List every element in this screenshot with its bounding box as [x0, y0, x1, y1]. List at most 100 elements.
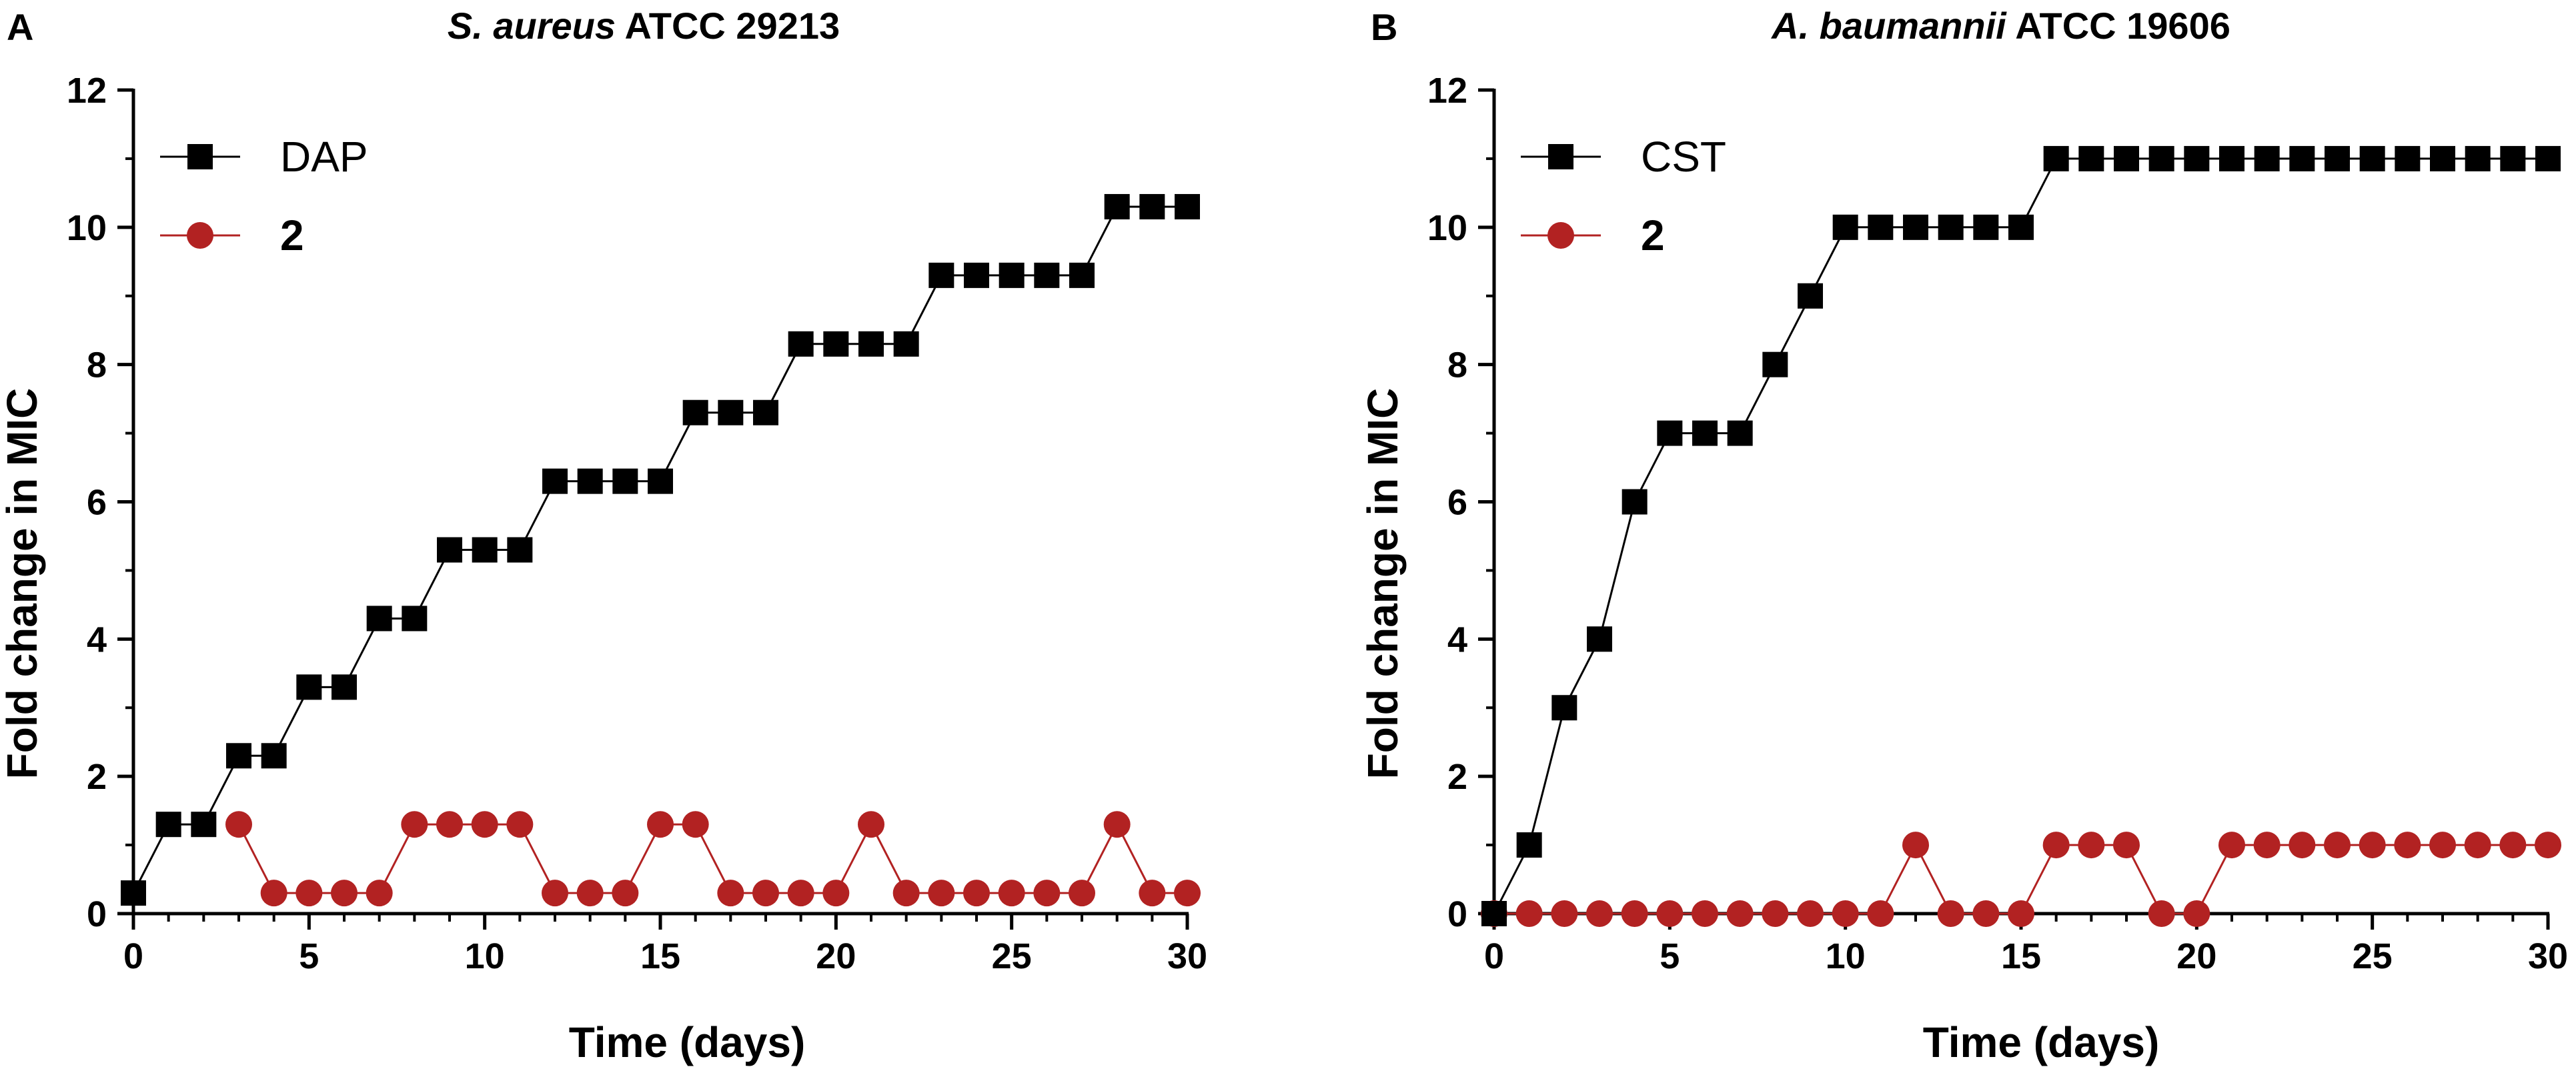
legend-label: CST: [1641, 133, 1726, 181]
data-point-square-7: [1727, 420, 1753, 446]
data-point-square: [187, 144, 213, 169]
chart-title: A. baumannii ATCC 19606: [1770, 5, 2230, 47]
data-point-circle-14: [1972, 900, 2000, 927]
data-point-circle-11: [1867, 900, 1894, 927]
x-tick-label: 0: [123, 936, 143, 976]
data-point-square-9: [1798, 283, 1823, 309]
panel-b: B A. baumannii ATCC 19606 Time (days) Fo…: [1359, 5, 2568, 1066]
x-tick-label: 30: [1167, 936, 1207, 976]
data-point-circle: [187, 222, 213, 249]
chart-title: S. aureus ATCC 29213: [448, 5, 840, 47]
y-tick-label: 6: [1447, 483, 1467, 523]
axes: 0 2 4 6 8 10 12 0 5 10 15 20 25 30: [67, 71, 1207, 976]
data-point-square-24: [964, 262, 989, 288]
y-tick-label: 10: [1427, 208, 1467, 248]
data-point-square-4: [261, 743, 287, 769]
data-point-circle-0: [225, 811, 252, 838]
data-point-square-22: [2254, 145, 2280, 171]
data-point-circle-24: [1069, 880, 1095, 907]
data-point-square-23: [2289, 145, 2315, 171]
data-point-square-5: [1657, 420, 1683, 446]
data-point-circle-8: [506, 811, 534, 838]
data-point-circle-15: [2008, 900, 2034, 927]
y-tick-label: 0: [1447, 894, 1467, 934]
x-tick-label: 0: [1484, 936, 1504, 976]
data-point-circle-25: [2359, 832, 2386, 859]
data-point-circle-30: [2535, 832, 2561, 859]
data-point-circle-17: [2078, 832, 2105, 859]
data-point-circle-22: [2253, 832, 2281, 859]
title-italic: S. aureus: [448, 5, 616, 47]
series-markers: [1481, 145, 2561, 927]
data-point-square-30: [2535, 145, 2561, 171]
data-point-circle-21: [963, 880, 990, 907]
data-point-square-4: [1622, 489, 1648, 515]
data-point-circle-11: [612, 880, 639, 907]
data-point-square-0: [1481, 901, 1507, 926]
title-rest: ATCC 19606: [2006, 5, 2230, 47]
data-point-square-12: [542, 468, 568, 494]
data-point-circle-24: [2324, 832, 2351, 859]
y-tick-label: 2: [87, 757, 107, 797]
data-point-circle-5: [1656, 900, 1684, 927]
data-point-square-15: [648, 468, 673, 494]
data-point-circle-12: [1902, 832, 1929, 859]
data-point-square-22: [893, 331, 919, 357]
data-point-square-20: [823, 331, 849, 357]
data-point-circle-14: [717, 880, 744, 907]
data-point-square-10: [1832, 214, 1858, 240]
data-point-circle-20: [2183, 900, 2210, 927]
data-point-square-3: [226, 743, 251, 769]
data-point-square-27: [2430, 145, 2455, 171]
data-point-square-21: [858, 331, 884, 357]
panel-letter: A: [7, 6, 33, 48]
panel-letter: B: [1371, 6, 1397, 48]
panel-a: A S. aureus ATCC 29213 Time (days) Fold …: [0, 5, 1207, 1066]
data-point-square-28: [1104, 193, 1130, 219]
data-point-square-25: [999, 262, 1025, 288]
x-tick-label: 5: [1660, 936, 1680, 976]
data-point-square-2: [1551, 695, 1577, 721]
y-tick-label: 6: [87, 483, 107, 523]
data-point-circle-26: [2394, 832, 2421, 859]
data-point-circle-18: [2113, 832, 2140, 859]
data-point-square-1: [1516, 832, 1542, 858]
data-point-circle-7: [1726, 900, 1754, 927]
data-point-square-20: [2184, 145, 2210, 171]
data-point-circle-3: [1586, 900, 1613, 927]
data-point-circle-7: [471, 811, 498, 838]
data-point-square-29: [1139, 193, 1165, 219]
data-point-circle-25: [1103, 811, 1131, 838]
data-point-circle-2: [295, 880, 323, 907]
data-point-circle-8: [1762, 900, 1789, 927]
y-tick-label: 10: [67, 208, 107, 248]
data-point-circle-22: [998, 880, 1025, 907]
x-tick-label: 30: [2528, 936, 2568, 976]
data-point-circle-10: [576, 880, 604, 907]
data-point-circle: [1547, 222, 1574, 249]
data-point-circle-9: [1797, 900, 1824, 927]
data-point-square-27: [1069, 262, 1095, 288]
x-tick-label: 20: [2176, 936, 2216, 976]
data-point-circle-16: [787, 880, 814, 907]
data-point-square-1: [155, 812, 181, 838]
data-point-circle-27: [1174, 880, 1201, 907]
data-point-square-29: [2500, 145, 2526, 171]
data-point-square-17: [2078, 145, 2104, 171]
data-point-square-24: [2325, 145, 2350, 171]
data-point-circle-29: [2499, 832, 2527, 859]
data-point-square: [1548, 144, 1573, 169]
data-point-circle-10: [1832, 900, 1859, 927]
data-point-circle-21: [2218, 832, 2245, 859]
data-point-circle-13: [1937, 900, 1964, 927]
data-point-square-14: [612, 468, 638, 494]
data-point-square-8: [1762, 351, 1788, 377]
y-tick-label: 2: [1447, 757, 1467, 797]
legend-label: 2: [1641, 211, 1665, 259]
data-point-square-10: [472, 537, 498, 563]
data-point-circle-15: [752, 880, 779, 907]
x-axis-label: Time (days): [569, 1018, 806, 1066]
data-point-circle-26: [1139, 880, 1166, 907]
data-point-square-28: [2465, 145, 2491, 171]
data-point-square-19: [2148, 145, 2174, 171]
